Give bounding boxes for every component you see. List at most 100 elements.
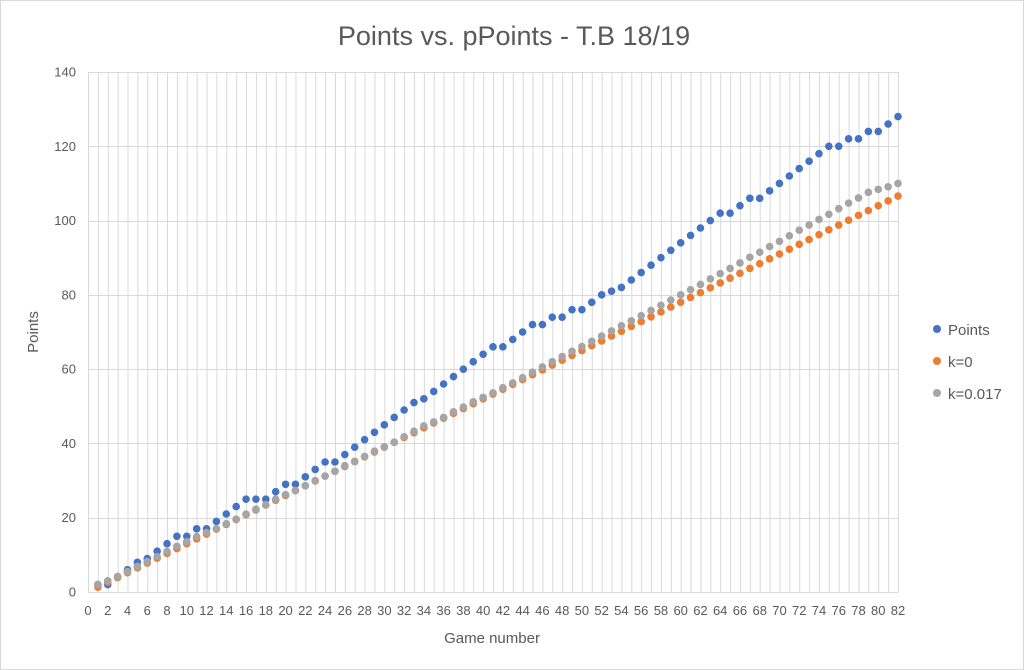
x-tick-label: 80	[871, 603, 885, 618]
y-tick-label: 60	[62, 362, 76, 377]
data-point	[291, 480, 300, 489]
data-point	[449, 408, 458, 416]
x-tick-label: 36	[436, 603, 450, 618]
data-point	[765, 255, 774, 263]
data-point	[696, 288, 705, 297]
x-tick-label: 34	[417, 603, 431, 618]
chart-title: Points vs. pPoints - T.B 18/19	[338, 21, 690, 51]
x-tick-label: 68	[752, 603, 766, 618]
data-point	[153, 552, 161, 561]
data-point	[123, 567, 132, 576]
data-point	[153, 547, 161, 555]
data-point	[617, 321, 626, 330]
x-tick-label: 40	[476, 603, 490, 618]
x-axis-label: Game number	[444, 630, 540, 647]
data-point	[755, 259, 764, 268]
data-point	[528, 368, 537, 376]
legend-label: k=0.017	[948, 386, 1002, 403]
data-point	[795, 226, 804, 235]
data-point	[469, 398, 478, 406]
x-axis-ticks: 0 2 4 6 8 10 12 14 16 18 20 22 24 26 28 30 32 34 36 38 40 42 4…	[84, 603, 905, 618]
data-point	[706, 275, 715, 283]
x-tick-label: 18	[259, 603, 273, 618]
y-axis-label: Points	[25, 311, 42, 353]
x-tick-label: 22	[298, 603, 312, 618]
x-tick-label: 4	[124, 603, 131, 618]
data-point	[271, 487, 280, 496]
data-point	[676, 291, 685, 299]
legend-entry: k=0	[933, 354, 973, 371]
data-point	[587, 337, 596, 346]
data-point	[212, 517, 221, 526]
data-point	[568, 347, 576, 356]
data-point	[281, 490, 290, 499]
data-point	[746, 194, 754, 203]
x-tick-label: 8	[163, 603, 170, 618]
x-tick-label: 72	[792, 603, 806, 618]
data-point	[657, 308, 665, 316]
data-point	[686, 231, 695, 240]
x-tick-label: 76	[831, 603, 845, 618]
data-point	[755, 194, 764, 203]
data-point	[805, 221, 813, 229]
legend-label: Points	[948, 322, 990, 339]
data-point	[587, 298, 596, 307]
data-point	[676, 239, 685, 247]
data-point	[884, 182, 892, 191]
x-tick-label: 66	[733, 603, 747, 618]
data-point	[113, 572, 122, 581]
data-point	[222, 519, 231, 528]
data-point	[163, 547, 171, 556]
y-tick-label: 40	[62, 436, 76, 451]
data-point	[548, 313, 557, 321]
data-point	[746, 253, 754, 262]
data-point	[844, 199, 853, 207]
data-point	[518, 328, 527, 336]
data-point	[429, 387, 438, 396]
y-tick-label: 120	[54, 139, 76, 154]
data-point	[133, 562, 142, 571]
x-tick-label: 42	[496, 603, 510, 618]
data-point	[834, 221, 843, 229]
x-tick-label: 26	[338, 603, 352, 618]
data-point	[479, 393, 487, 402]
data-point	[499, 343, 507, 351]
data-point	[884, 120, 892, 128]
x-tick-label: 44	[515, 603, 529, 618]
data-point	[262, 495, 270, 503]
data-point	[834, 204, 843, 213]
x-tick-label: 6	[144, 603, 151, 618]
data-point	[420, 422, 428, 430]
data-point	[449, 372, 458, 381]
data-point	[301, 473, 310, 481]
data-point	[607, 287, 616, 295]
data-point	[854, 135, 863, 143]
data-point	[499, 383, 507, 392]
data-point	[637, 268, 645, 277]
data-point	[262, 500, 270, 509]
data-point	[775, 237, 784, 246]
data-point	[558, 313, 566, 321]
data-point	[676, 298, 685, 307]
legend: Points k=0 k=0.017	[933, 322, 1002, 403]
data-point	[439, 413, 448, 422]
data-point	[341, 450, 349, 459]
data-point	[192, 525, 201, 533]
x-tick-label: 78	[851, 603, 865, 618]
data-point	[844, 216, 853, 224]
data-point	[775, 179, 784, 188]
data-point	[647, 312, 655, 321]
data-point	[143, 557, 152, 566]
data-point	[390, 438, 399, 447]
x-tick-label: 58	[654, 603, 668, 618]
data-point	[360, 452, 369, 461]
x-tick-label: 46	[535, 603, 549, 618]
gridlines	[88, 72, 899, 593]
data-point	[400, 432, 408, 441]
data-point	[844, 135, 853, 143]
data-point	[647, 306, 655, 315]
data-point	[578, 305, 586, 314]
x-tick-label: 74	[812, 603, 826, 618]
data-point	[597, 332, 606, 340]
data-points	[94, 112, 902, 591]
